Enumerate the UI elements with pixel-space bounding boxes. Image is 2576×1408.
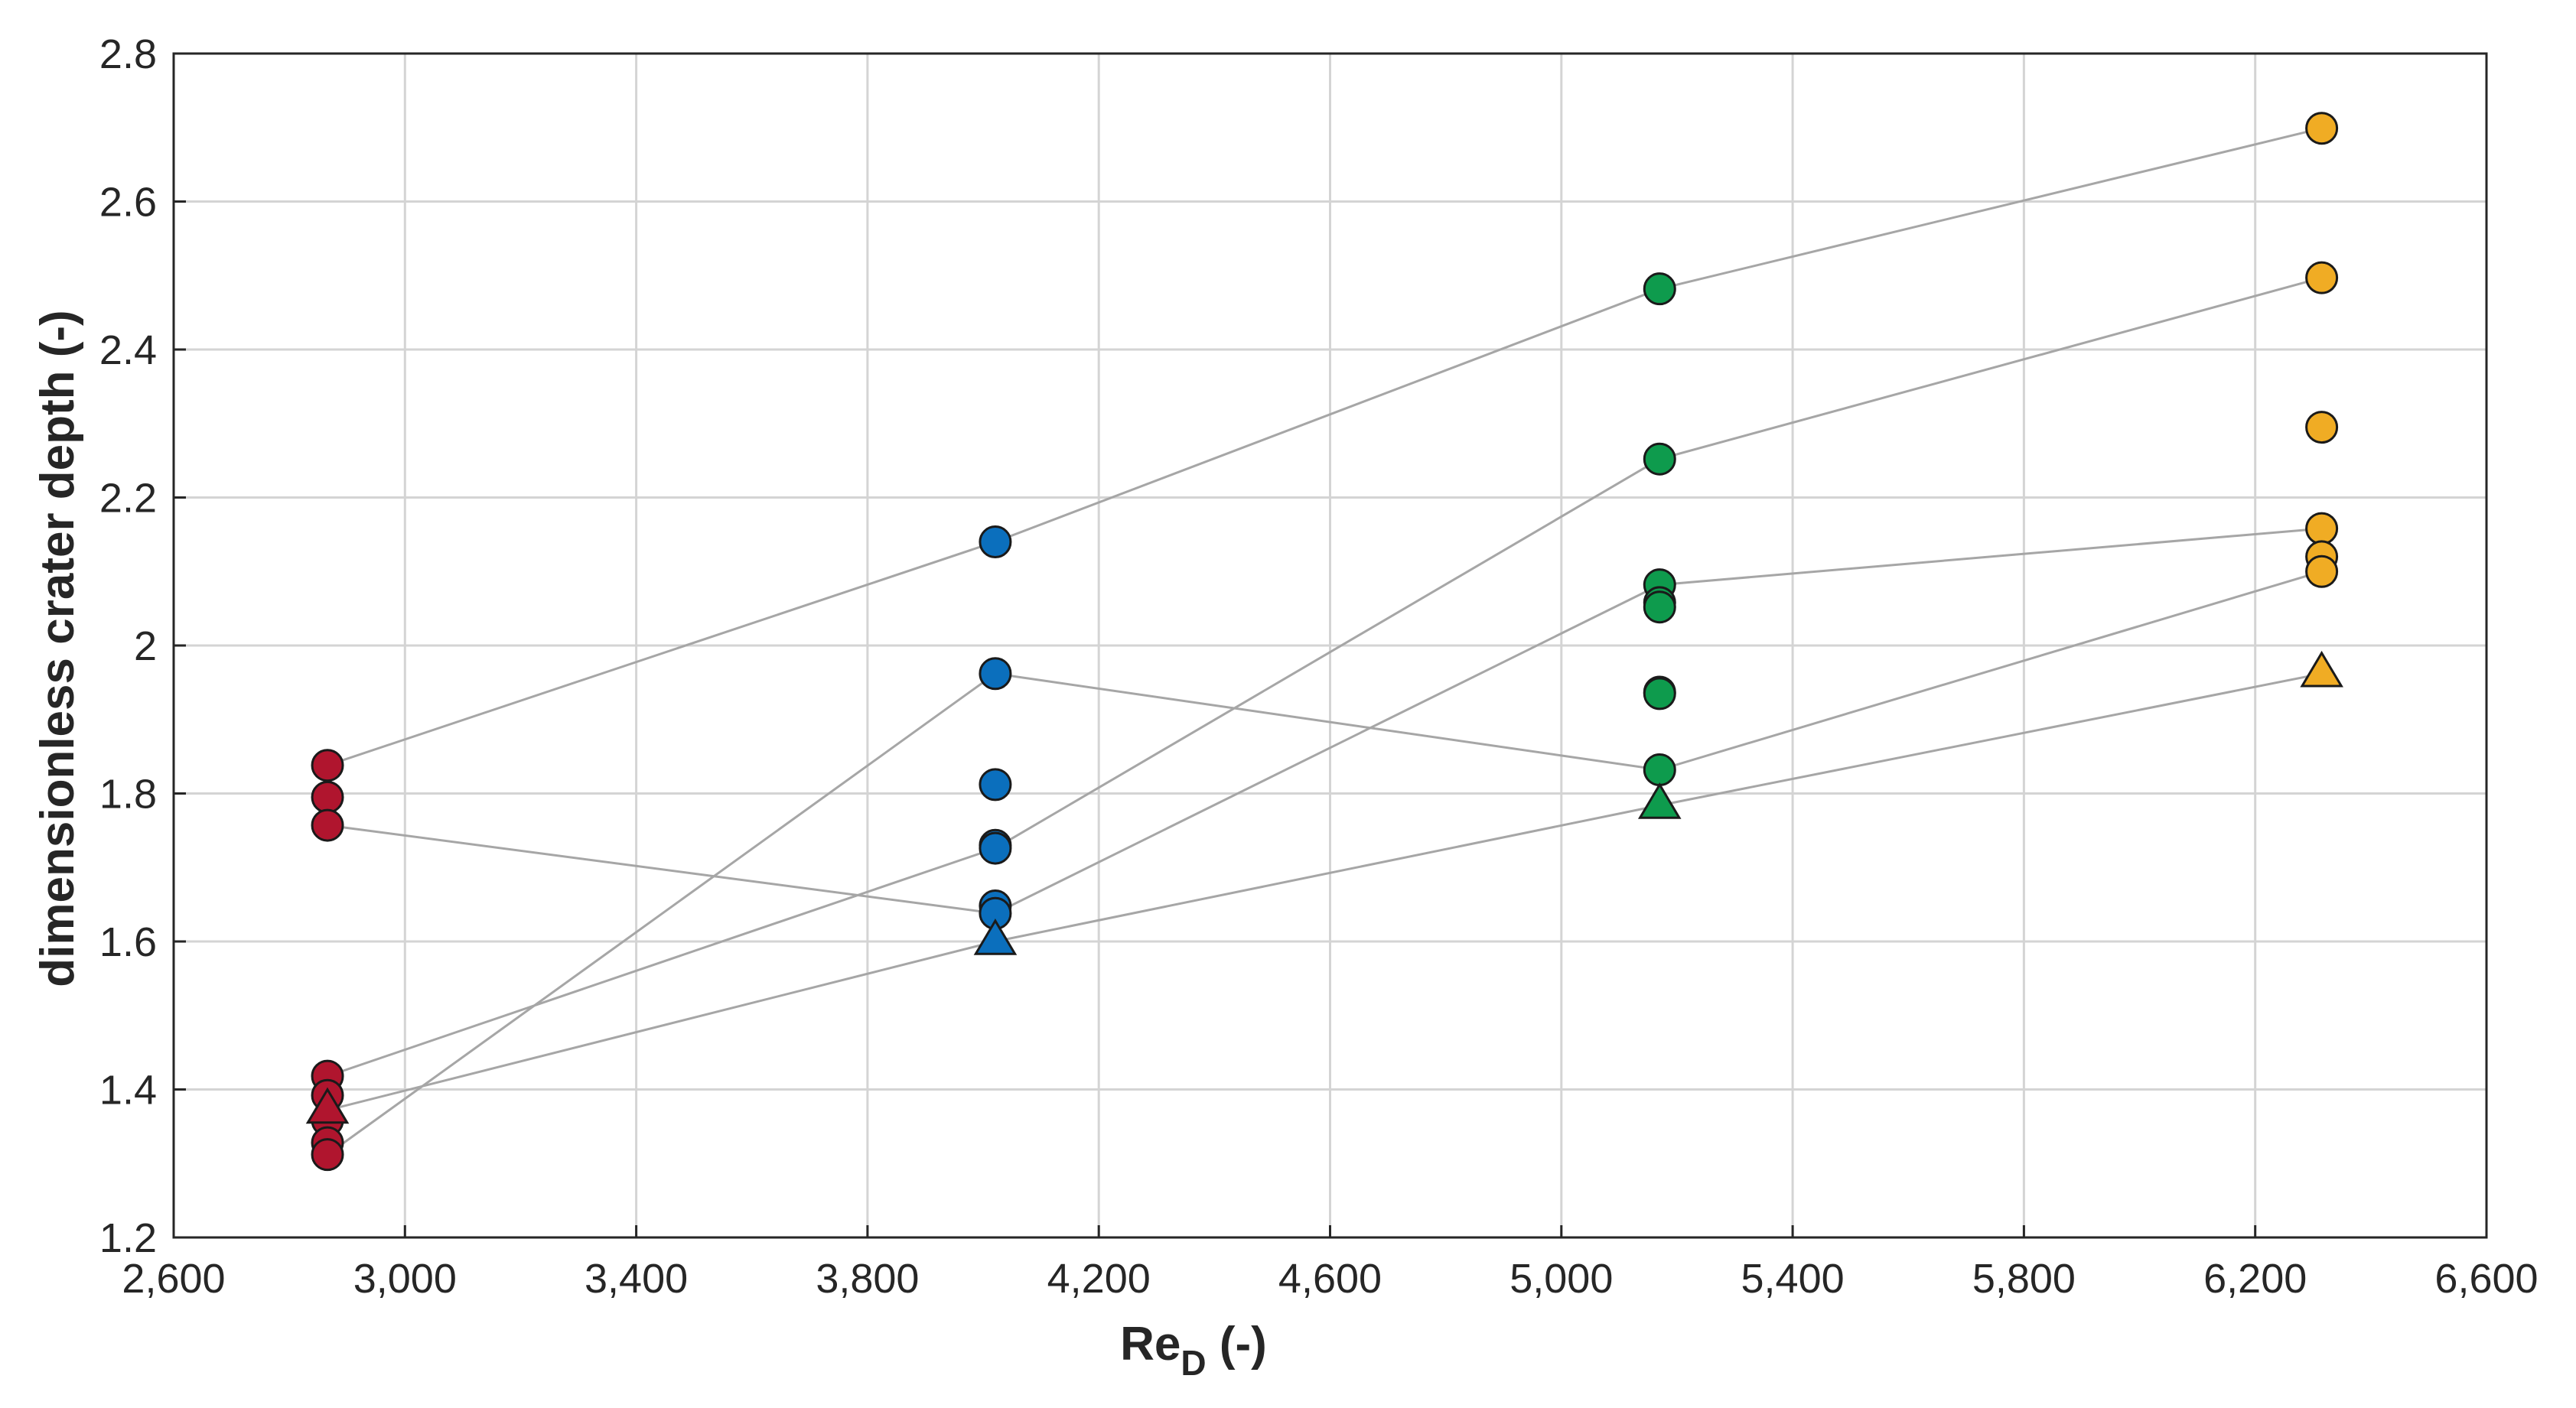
x-tick-label: 3,800 bbox=[816, 1256, 919, 1302]
x-tick-label: 3,400 bbox=[585, 1256, 688, 1302]
y-tick-label: 2.2 bbox=[99, 476, 157, 522]
blue-circle-marker bbox=[979, 831, 1012, 865]
gridlines bbox=[172, 52, 2488, 1239]
red-circle-marker bbox=[311, 749, 344, 782]
green-circle-marker bbox=[1643, 590, 1676, 624]
x-tick-label: 5,000 bbox=[1509, 1256, 1613, 1302]
x-tick-label: 5,800 bbox=[1972, 1256, 2076, 1302]
y-tick-label: 1.2 bbox=[99, 1215, 157, 1261]
yellow-circle-marker bbox=[2305, 512, 2339, 545]
connector-line bbox=[327, 570, 2323, 1156]
green-circle-marker bbox=[1643, 272, 1676, 306]
axis-titles: ReD (-) dimensionless crater depth (-) bbox=[31, 310, 1267, 1383]
x-tick-label: 5,400 bbox=[1741, 1256, 1845, 1302]
green-circle-marker bbox=[1643, 753, 1676, 787]
red-circle-marker bbox=[311, 1138, 344, 1172]
y-tick-label: 1.6 bbox=[99, 919, 157, 965]
yellow-circle-marker bbox=[2305, 261, 2339, 294]
yellow-circle-marker bbox=[2305, 112, 2339, 145]
red-circle-marker bbox=[311, 808, 344, 842]
x-tick-label: 3,000 bbox=[353, 1256, 457, 1302]
y-tick-label: 1.8 bbox=[99, 772, 157, 818]
y-axis-title: dimensionless crater depth (-) bbox=[31, 310, 84, 987]
x-axis-title-main: Re bbox=[1120, 1318, 1181, 1371]
x-tick-label: 4,200 bbox=[1047, 1256, 1151, 1302]
blue-circle-marker bbox=[979, 768, 1012, 802]
y-tick-label: 2 bbox=[134, 623, 157, 669]
y-tick-label: 2.6 bbox=[99, 180, 157, 226]
connector-line bbox=[327, 127, 2322, 767]
x-tick-label: 6,600 bbox=[2434, 1256, 2538, 1302]
yellow-triangle-marker bbox=[2300, 650, 2343, 688]
x-axis-title-subscript: D bbox=[1181, 1343, 1206, 1383]
tick-labels: 2,600 3,000 3,400 3,800 4,200 4,600 5,000 5,400… bbox=[99, 31, 2539, 1302]
yellow-circle-marker bbox=[2305, 411, 2339, 444]
blue-circle-marker bbox=[979, 657, 1012, 691]
x-axis-title: ReD (-) bbox=[1120, 1318, 1267, 1383]
x-tick-label: 4,600 bbox=[1278, 1256, 1382, 1302]
axes bbox=[172, 52, 2488, 1239]
red-triangle-marker bbox=[305, 1087, 350, 1124]
green-triangle-marker bbox=[1637, 782, 1682, 819]
y-tick-label: 2.8 bbox=[99, 31, 157, 77]
yellow-circle-marker bbox=[2305, 554, 2339, 588]
y-tick-label: 1.4 bbox=[99, 1068, 157, 1114]
blue-triangle-marker bbox=[973, 919, 1018, 955]
connector-line bbox=[327, 276, 2322, 1078]
data-markers bbox=[305, 112, 2343, 1172]
blue-circle-marker bbox=[979, 525, 1012, 559]
connector-line bbox=[327, 672, 2322, 1112]
green-circle-marker bbox=[1643, 677, 1676, 711]
green-circle-marker bbox=[1643, 442, 1676, 476]
x-axis-title-suffix: (-) bbox=[1207, 1318, 1267, 1371]
x-tick-label: 6,200 bbox=[2203, 1256, 2307, 1302]
y-tick-label: 2.4 bbox=[99, 327, 157, 373]
x-tick-label: 2,600 bbox=[122, 1256, 225, 1302]
red-circle-marker bbox=[311, 780, 344, 814]
connector-line bbox=[327, 527, 2322, 915]
connector-lines bbox=[327, 127, 2323, 1156]
